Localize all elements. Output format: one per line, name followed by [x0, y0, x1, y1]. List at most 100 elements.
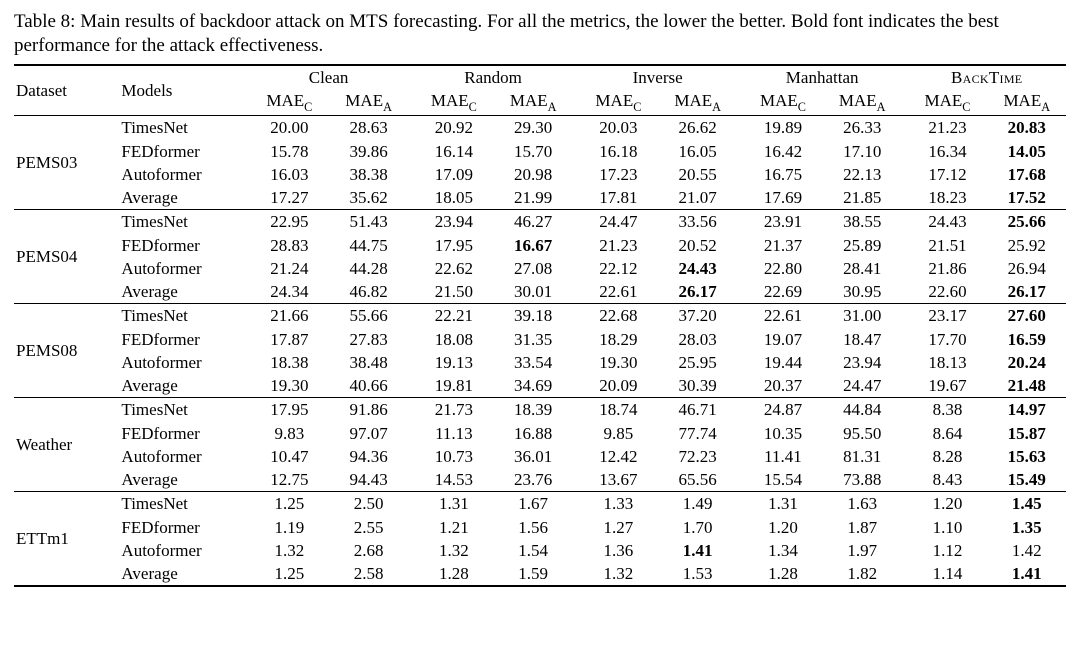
value-cell: 95.50	[823, 422, 901, 445]
table-row: Autoformer10.4794.3610.7336.0112.4272.23…	[14, 445, 1066, 468]
value-cell: 20.98	[494, 163, 572, 186]
value-cell: 10.35	[737, 422, 823, 445]
value-cell: 1.32	[243, 539, 329, 562]
value-cell: 1.41	[988, 562, 1066, 586]
value-cell: 21.86	[901, 257, 987, 280]
value-cell: 1.28	[737, 562, 823, 586]
value-cell: 15.87	[988, 422, 1066, 445]
value-cell: 22.13	[823, 163, 901, 186]
value-cell: 51.43	[329, 210, 407, 234]
value-cell: 1.10	[901, 516, 987, 539]
value-cell: 1.82	[823, 562, 901, 586]
value-cell: 17.10	[823, 140, 901, 163]
value-cell: 21.24	[243, 257, 329, 280]
value-cell: 16.03	[243, 163, 329, 186]
value-cell: 1.59	[494, 562, 572, 586]
value-cell: 91.86	[329, 398, 407, 422]
value-cell: 17.09	[408, 163, 494, 186]
value-cell: 14.53	[408, 468, 494, 492]
model-cell: Autoformer	[119, 539, 243, 562]
value-cell: 22.68	[572, 304, 658, 328]
value-cell: 77.74	[658, 422, 736, 445]
value-cell: 36.01	[494, 445, 572, 468]
value-cell: 1.32	[572, 562, 658, 586]
value-cell: 33.54	[494, 351, 572, 374]
value-cell: 22.21	[408, 304, 494, 328]
value-cell: 23.17	[901, 304, 987, 328]
value-cell: 16.42	[737, 140, 823, 163]
value-cell: 16.67	[494, 234, 572, 257]
value-cell: 20.00	[243, 116, 329, 140]
value-cell: 31.35	[494, 328, 572, 351]
table-row: PEMS04TimesNet22.9551.4323.9446.2724.473…	[14, 210, 1066, 234]
value-cell: 17.12	[901, 163, 987, 186]
model-cell: Autoformer	[119, 257, 243, 280]
value-cell: 23.94	[408, 210, 494, 234]
value-cell: 97.07	[329, 422, 407, 445]
value-cell: 24.43	[658, 257, 736, 280]
value-cell: 1.20	[901, 492, 987, 516]
table-row: Average17.2735.6218.0521.9917.8121.0717.…	[14, 186, 1066, 210]
value-cell: 26.62	[658, 116, 736, 140]
value-cell: 1.28	[408, 562, 494, 586]
value-cell: 1.54	[494, 539, 572, 562]
table-row: ETTm1TimesNet1.252.501.311.671.331.491.3…	[14, 492, 1066, 516]
subcol-header: MAEC	[572, 89, 658, 116]
value-cell: 24.47	[572, 210, 658, 234]
value-cell: 18.08	[408, 328, 494, 351]
model-cell: Average	[119, 374, 243, 398]
value-cell: 1.35	[988, 516, 1066, 539]
value-cell: 21.48	[988, 374, 1066, 398]
value-cell: 28.63	[329, 116, 407, 140]
value-cell: 27.83	[329, 328, 407, 351]
table-row: Autoformer18.3838.4819.1333.5419.3025.95…	[14, 351, 1066, 374]
results-table: Dataset Models CleanRandomInverseManhatt…	[14, 64, 1066, 588]
value-cell: 2.58	[329, 562, 407, 586]
model-cell: Average	[119, 562, 243, 586]
value-cell: 2.68	[329, 539, 407, 562]
value-cell: 23.91	[737, 210, 823, 234]
value-cell: 22.62	[408, 257, 494, 280]
subcol-header: MAEA	[329, 89, 407, 116]
method-header: Inverse	[572, 65, 737, 89]
value-cell: 18.23	[901, 186, 987, 210]
value-cell: 33.56	[658, 210, 736, 234]
value-cell: 17.70	[901, 328, 987, 351]
value-cell: 15.63	[988, 445, 1066, 468]
model-cell: TimesNet	[119, 116, 243, 140]
value-cell: 38.48	[329, 351, 407, 374]
value-cell: 9.85	[572, 422, 658, 445]
value-cell: 23.94	[823, 351, 901, 374]
table-row: Autoformer16.0338.3817.0920.9817.2320.55…	[14, 163, 1066, 186]
subcol-header: MAEC	[901, 89, 987, 116]
value-cell: 19.30	[243, 374, 329, 398]
value-cell: 15.54	[737, 468, 823, 492]
value-cell: 26.33	[823, 116, 901, 140]
value-cell: 25.66	[988, 210, 1066, 234]
table-row: Autoformer1.322.681.321.541.361.411.341.…	[14, 539, 1066, 562]
value-cell: 1.19	[243, 516, 329, 539]
value-cell: 22.69	[737, 280, 823, 304]
table-row: Average24.3446.8221.5030.0122.6126.1722.…	[14, 280, 1066, 304]
value-cell: 28.83	[243, 234, 329, 257]
value-cell: 30.39	[658, 374, 736, 398]
col-dataset-header: Dataset	[14, 65, 119, 116]
value-cell: 16.75	[737, 163, 823, 186]
value-cell: 27.60	[988, 304, 1066, 328]
value-cell: 40.66	[329, 374, 407, 398]
value-cell: 21.99	[494, 186, 572, 210]
value-cell: 39.86	[329, 140, 407, 163]
value-cell: 23.76	[494, 468, 572, 492]
value-cell: 17.95	[408, 234, 494, 257]
value-cell: 17.52	[988, 186, 1066, 210]
value-cell: 46.71	[658, 398, 736, 422]
dataset-cell: Weather	[14, 398, 119, 492]
value-cell: 15.78	[243, 140, 329, 163]
value-cell: 34.69	[494, 374, 572, 398]
value-cell: 26.94	[988, 257, 1066, 280]
value-cell: 27.08	[494, 257, 572, 280]
value-cell: 19.13	[408, 351, 494, 374]
model-cell: Autoformer	[119, 445, 243, 468]
model-cell: FEDformer	[119, 234, 243, 257]
value-cell: 17.23	[572, 163, 658, 186]
